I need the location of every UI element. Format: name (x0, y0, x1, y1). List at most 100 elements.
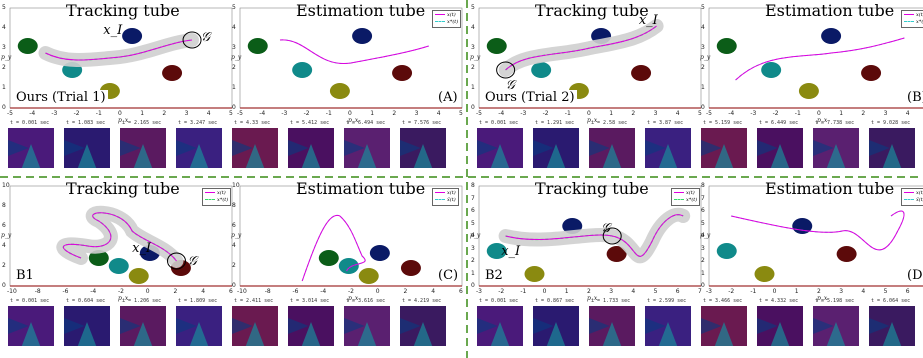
panel-b2-frame-6-teal-shape (826, 322, 846, 346)
panel-b2-tracking-ytick-0: 0 (471, 282, 475, 289)
panel-b-frame-2-teal-shape (602, 144, 622, 168)
panel-b2-tracking-ytick-6: 6 (471, 207, 475, 214)
panel-a-tracking-xlabel: p_x (118, 117, 129, 124)
panel-b2-tracking-legend-swatch-0 (674, 192, 684, 193)
panel-b1-frame-7-teal-shape (413, 322, 433, 346)
panel-a-frame-0-navy-shape (8, 140, 29, 156)
panel-b2-estimation-ytick-2: 2 (701, 257, 705, 264)
panel-b-estimation-xtick-4: -1 (794, 110, 801, 117)
panel-b2-tracking-ytick-1: 1 (471, 269, 475, 277)
panel-b2-tracking-ytick-3: 3 (471, 244, 475, 252)
panel-b-tracking-ytick-2: 2 (471, 64, 475, 71)
panel-b2-tracking-xtick-4: 1 (564, 288, 569, 295)
panel-b2-estimation-obstacle-3 (754, 266, 775, 282)
panel-a-frame-time-7: t = 7.576 sec (402, 120, 442, 126)
panel-b1-estimation-legend-entry-1: x̂(t) (435, 197, 456, 204)
panel-b1-frame-time-7: t = 4.219 sec (402, 298, 442, 304)
panel-b2-estimation-title: Estimation tube (765, 179, 895, 198)
panel-b2-frame-5-teal-shape (770, 322, 790, 346)
panel-b2-tracking-ytick-5: 5 (471, 219, 475, 227)
panel-a-estimation-legend: x(t) x*(t) (432, 10, 462, 28)
panel-b1-tracking-xtick-4: -2 (118, 288, 124, 295)
panel-a-tracking-trajectory-line (45, 39, 193, 61)
panel-a-estimation-obstacle-4 (329, 83, 350, 99)
panel-b2-tracking-xtick-2: -1 (520, 288, 527, 295)
panel-b2-estimation-xlabel: p_x (817, 295, 828, 302)
panel-a-estimation-tag: (A) (436, 90, 460, 105)
panel-a-tracking-xtick-0: -5 (7, 110, 13, 117)
panel-b1-frame-time-4: t = 2.411 sec (234, 298, 274, 304)
panel-b1-frame-4-navy-shape (232, 318, 253, 334)
panel-b1-frame-0-teal-shape (21, 322, 41, 346)
panel-b-estimation-ylabel: p_y (700, 54, 711, 61)
panel-b1-tracking-trajectory-line (62, 212, 177, 262)
panel-b2-tracking-ytick-2: 2 (471, 257, 475, 264)
panel-b1-tracking-ytick-0: 0 (2, 282, 6, 289)
panel-b2-tracking-goal-symbol: 𝒢 (601, 221, 611, 236)
panel-b2-estimation-xtick-1: -2 (728, 288, 735, 295)
panel-b2-frame-time-2: t = 1.733 sec (591, 298, 631, 304)
panel-b2-frame-5-navy-shape (757, 318, 778, 334)
panel-b1-tracking-legend-swatch-1 (205, 199, 215, 200)
panel-a-tracking-xtick-6: 1 (140, 110, 145, 117)
panel-b2-estimation-obstacle-0 (716, 243, 737, 259)
panel-b1-estimation-legend-swatch-1 (435, 199, 445, 200)
panel-b-estimation-legend-entry-1: x*(t) (904, 19, 923, 26)
panel-b1-estimation-xtick-4: -2 (348, 288, 354, 295)
panel-b-tracking-ytick-0: 0 (471, 104, 475, 111)
panel-b2-estimation-legend-label-0: x(t) (916, 190, 923, 196)
panel-b2-estimation-ytick-8: 8 (701, 182, 705, 189)
panel-b1-tracking-ylabel: p_y (1, 232, 12, 239)
panel-b-estimation-legend: x(t)x*(t) (901, 10, 923, 28)
panel-a-tracking-xtick-2: -3 (51, 110, 58, 117)
panel-b1-estimation-xtick-6: 2 (403, 288, 408, 295)
panel-b-estimation-legend-entry-0: x(t) (904, 12, 923, 19)
panel-b-frame-time-1: t = 1.291 sec (535, 120, 575, 126)
panel-a-frame-2-teal-shape (133, 144, 153, 168)
panel-a-estimation-xtick-6: 1 (370, 110, 375, 117)
panel-a-estimation-title: Estimation tube (296, 1, 426, 20)
panel-b1-frame-time-5: t = 3.014 sec (290, 298, 330, 304)
panel-a-tracking-xtick-5: 0 (118, 110, 122, 117)
panel-b2-tracking-obstacle-0 (486, 243, 507, 259)
panel-b2-estimation-ytick-7: 7 (701, 194, 705, 202)
panel-b1-frame-time-0: t = 0.001 sec (10, 298, 50, 304)
panel-b-frame-4-navy-shape (701, 140, 722, 156)
panel-b-estimation-tag: (B) (905, 90, 923, 105)
panel-b1-frame-time-3: t = 1.809 sec (178, 298, 218, 304)
panel-b-tracking-tag: Ours (Trial 2) (483, 90, 577, 105)
panel-b-frame-3-navy-shape (645, 140, 666, 156)
panel-b-estimation-ytick-1: 1 (701, 84, 705, 91)
panel-b-frame-1-navy-shape (533, 140, 554, 156)
panel-b1-estimation-tag: (C) (436, 268, 461, 283)
panel-b-estimation-xtick-9: 4 (905, 110, 910, 117)
panel-b-frame-2-navy-shape (589, 140, 610, 156)
panel-b-frame-6-teal-shape (826, 144, 846, 168)
panel-b2-estimation-xtick-7: 4 (861, 288, 866, 295)
panel-b2-frame-time-0: t = 0.001 sec (479, 298, 519, 304)
panel-b-tracking-xlabel: p_x (587, 117, 598, 124)
panel-b1-estimation-ytick-5: 10 (232, 182, 240, 189)
panel-b2-estimation-ytick-6: 6 (701, 207, 705, 214)
panel-a-estimation-xtick-3: -2 (303, 110, 310, 117)
panel-b1-frame-time-2: t = 1.206 sec (122, 298, 162, 304)
panel-b2-tracking-ytick-4: 4 (471, 232, 475, 239)
panel-b-estimation-xtick-0: -5 (706, 110, 712, 117)
panel-b-frame-time-4: t = 5.159 sec (703, 120, 743, 126)
panel-a-estimation-obstacle-3 (392, 65, 413, 81)
panel-b2-frame-4-teal-shape (714, 322, 734, 346)
panel-a-estimation-xtick-7: 2 (392, 110, 397, 117)
panel-a-tracking-ytick-3: 3 (2, 44, 6, 51)
panel-a-frame-3-teal-shape (189, 144, 209, 168)
panel-b1-estimation-legend-entry-0: x(t) (435, 190, 456, 197)
panel-a-tracking-title: Tracking tube (66, 1, 180, 20)
panel-b-estimation-title: Estimation tube (765, 1, 895, 20)
panel-b-tracking-xtick-10: 5 (698, 110, 702, 117)
panel-a-tracking-obstacle-0 (17, 38, 38, 54)
panel-a-frame-6-teal-shape (357, 144, 377, 168)
panel-a-estimation-xtick-8: 3 (414, 110, 419, 117)
panel-b-estimation-xtick-3: -2 (772, 110, 779, 117)
panel-b-estimation-trajectory-line (735, 37, 905, 81)
panel-a-estimation-obstacle-0 (247, 38, 268, 54)
panel-a-frame-2-navy-shape (120, 140, 141, 156)
